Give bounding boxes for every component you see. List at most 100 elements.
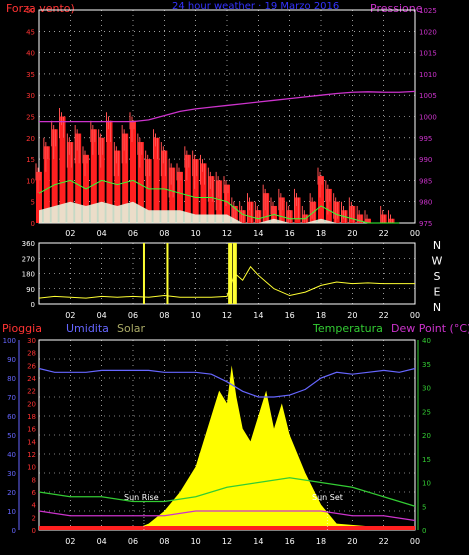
x-tick-label: 14 [253, 537, 263, 546]
direction-tick-label: 90 [26, 286, 35, 294]
humidity-tick-label: 40 [7, 451, 16, 459]
wind-gust-bar [169, 167, 176, 223]
wind-gust-bar [200, 163, 207, 223]
wind-gust-bar [216, 180, 223, 223]
x-tick-label: 12 [222, 537, 232, 546]
x-tick-label: 02 [65, 537, 75, 546]
rain-tick-label: 16 [27, 426, 36, 434]
left-tick-label: 25 [26, 114, 35, 122]
wind-chart: 0510152025303540455097598098599099510001… [26, 7, 437, 238]
rain-tick-label: 22 [27, 388, 36, 396]
right-tick-label: 1000 [419, 114, 437, 122]
right-tick-label: 975 [419, 220, 432, 228]
x-tick-label: 10 [191, 537, 201, 546]
direction-tick-label: 270 [22, 255, 35, 263]
wind-gust-bar [231, 205, 238, 223]
wind-gust-bar [153, 137, 160, 223]
wind-gust-bar [325, 188, 332, 223]
x-tick-label: 12 [222, 229, 232, 238]
wind-gust-bar [75, 133, 82, 223]
temp-tick-label: 20 [422, 432, 431, 440]
wind-gust-bar [192, 159, 199, 223]
wind-gust-bar [294, 197, 301, 223]
rain-tick-label: 4 [32, 502, 37, 510]
temperature-line [38, 477, 416, 507]
humidity-tick-label: 90 [7, 356, 16, 364]
direction-line [38, 265, 415, 299]
chart-title: 24 hour weather · 19 Marzo 2016 [172, 1, 339, 12]
compass-label: W [432, 255, 443, 268]
left-tick-label: 15 [26, 156, 35, 164]
x-tick-label: 22 [379, 229, 389, 238]
right-tick-label: 990 [419, 156, 432, 164]
wind-gust-bar [43, 146, 50, 223]
wind-gust-bar [333, 201, 340, 223]
right-tick-label: 1015 [419, 50, 437, 58]
wind-gust-bar [122, 133, 129, 223]
temp-tick-label: 0 [422, 527, 426, 535]
humidity-tick-label: 0 [12, 527, 16, 535]
wind-gust-bar [388, 218, 395, 223]
temp-tick-label: 15 [422, 456, 431, 464]
wind-gust-bar [114, 150, 121, 223]
humidity-tick-label: 30 [7, 470, 16, 478]
wind-gust-bar [208, 176, 215, 223]
rain-tick-label: 26 [27, 362, 36, 370]
wind-gust-bar [380, 214, 387, 223]
x-tick-label: 20 [347, 229, 357, 238]
x-tick-label: 12 [222, 311, 232, 320]
temp-tick-label: 25 [422, 408, 431, 416]
wind-gust-bar [318, 176, 324, 223]
left-tick-label: 45 [26, 28, 35, 36]
right-tick-label: 980 [419, 199, 432, 207]
wind-gust-bar [263, 193, 270, 223]
wind-gust-bar [224, 184, 230, 223]
x-tick-label: 14 [253, 311, 263, 320]
pressure-axis-label: Pressione [370, 2, 423, 15]
wind-gust-bar [59, 116, 66, 223]
sunset-label: Sun Set [312, 493, 343, 502]
rain-tick-label: 6 [32, 489, 37, 497]
wind-gust-bar [247, 201, 254, 223]
x-tick-label: 04 [97, 311, 107, 320]
direction-spike [142, 243, 145, 304]
rain-tick-label: 20 [27, 400, 36, 408]
wind-gust-bar [349, 205, 356, 223]
x-tick-label: 04 [97, 537, 107, 546]
dewpoint-line [38, 510, 416, 522]
rain-label: Pioggia [2, 322, 42, 335]
compass-label: N [433, 301, 441, 314]
direction-spike [232, 243, 237, 304]
x-tick-label: 18 [316, 229, 326, 238]
temperature-label: Temperatura [312, 322, 383, 335]
right-tick-label: 1005 [419, 92, 437, 100]
x-tick-label: 16 [285, 229, 295, 238]
wind-gust-bar [365, 218, 371, 223]
left-tick-label: 35 [26, 71, 35, 79]
x-tick-label: 22 [379, 311, 389, 320]
humidity-tick-label: 70 [7, 394, 16, 402]
x-tick-label: 00 [410, 537, 420, 546]
wind-gust-bar [255, 210, 262, 223]
x-tick-label: 16 [285, 311, 295, 320]
rain-tick-label: 24 [27, 375, 36, 383]
wind-gust-bar [161, 150, 168, 223]
left-tick-label: 20 [26, 135, 35, 143]
left-tick-label: 40 [26, 50, 35, 58]
sunrise-label: Sun Rise [124, 493, 159, 502]
wind-gust-bar [67, 142, 74, 223]
wind-avg-line [38, 179, 400, 224]
direction-spike [228, 243, 233, 304]
rain-tick-label: 18 [27, 413, 36, 421]
humidity-tick-label: 50 [7, 432, 16, 440]
x-tick-label: 10 [191, 229, 201, 238]
left-tick-label: 50 [26, 7, 35, 15]
temp-tick-label: 10 [422, 480, 431, 488]
solar-label: Solar [117, 322, 146, 335]
humidity-tick-label: 60 [7, 413, 16, 421]
right-tick-label: 1025 [419, 7, 437, 15]
humidity-tick-label: 10 [7, 508, 16, 516]
wind-gust-bar [90, 129, 97, 223]
wind-min-area [39, 201, 400, 223]
